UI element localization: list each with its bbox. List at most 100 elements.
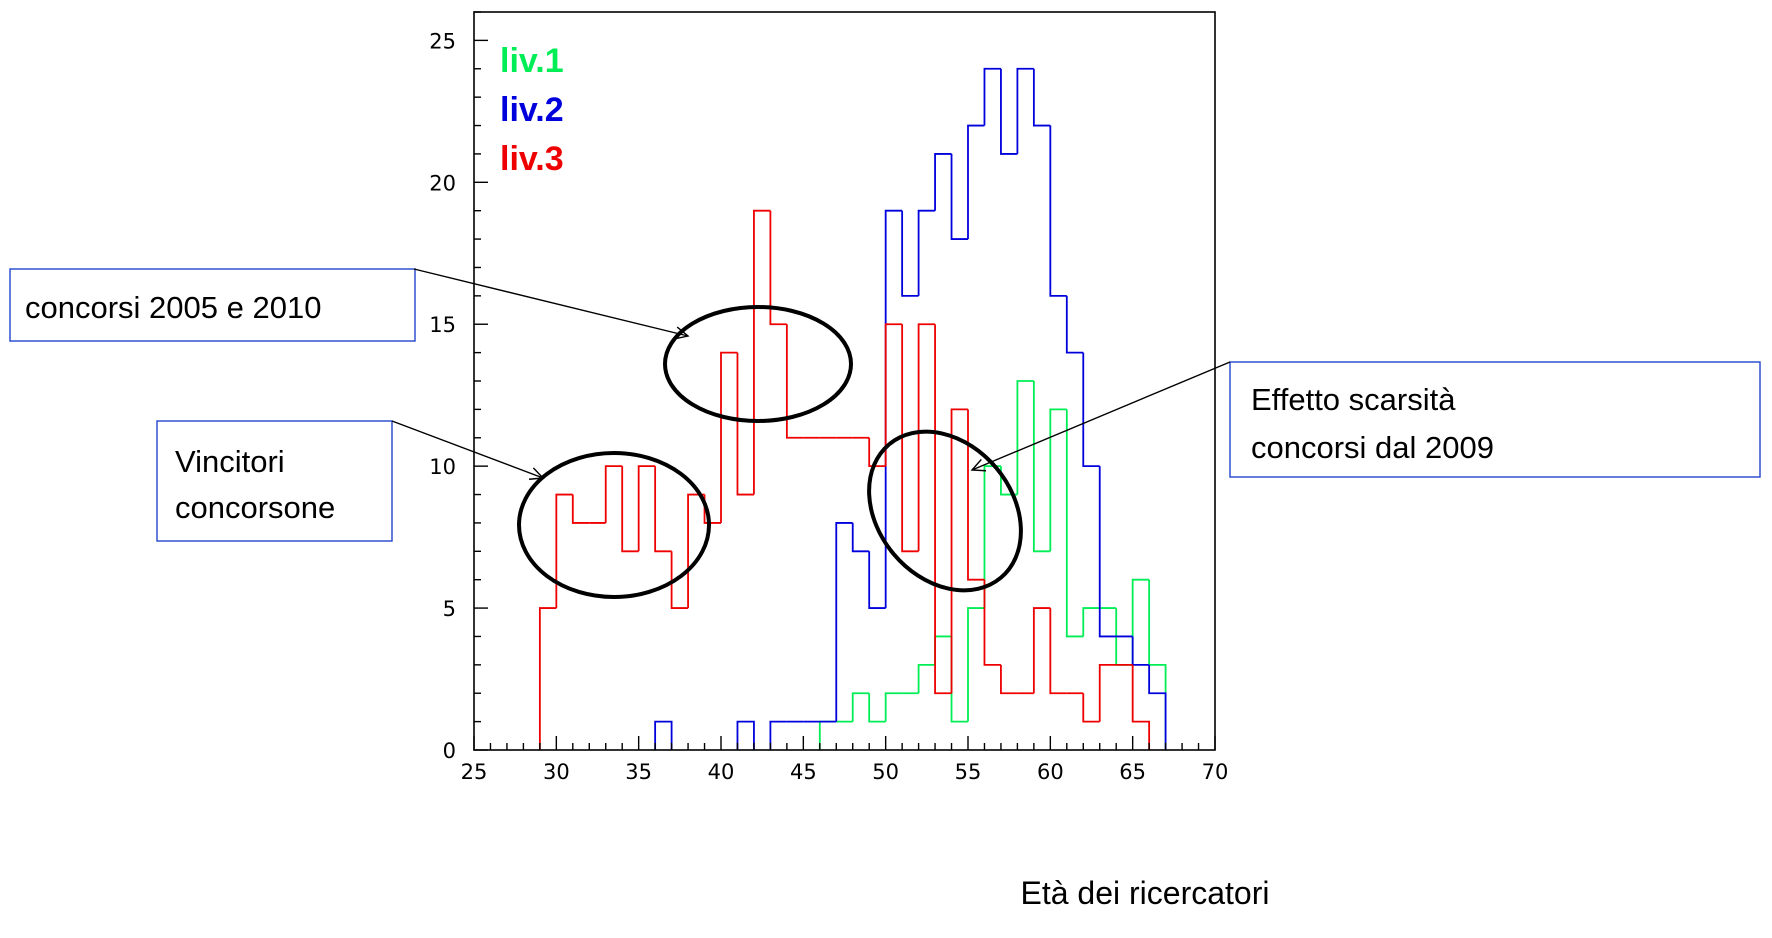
y-tick-label: 5: [443, 597, 456, 621]
bin-liv3-65: [1131, 664, 1151, 750]
bin-liv2-62: [1082, 352, 1100, 468]
bin-liv1-59: [1032, 381, 1051, 553]
bin-liv3-51: [901, 324, 919, 553]
bin-liv2-43: [769, 720, 787, 750]
bin-liv2-54: [950, 153, 968, 240]
bin-liv1-48: [851, 692, 870, 722]
callout-3: Effetto scarsità concorsi dal 2009: [867, 361, 1761, 593]
bin-liv2-51: [901, 210, 919, 297]
callout-text: Vincitori: [175, 444, 285, 479]
bin-liv3-49: [868, 437, 886, 468]
callout-arrow: [413, 268, 689, 337]
bin-liv3-57: [1000, 664, 1018, 695]
bin-liv1-61: [1065, 409, 1084, 638]
bin-liv1-55: [967, 607, 985, 722]
bin-liv3-36: [654, 466, 672, 553]
bin-liv3-43: [769, 210, 787, 326]
series-liv1: [818, 380, 1167, 750]
bin-liv2-53: [934, 153, 952, 211]
x-tick-label: 35: [625, 760, 652, 784]
callout-text: concorsi 2005 e 2010: [25, 290, 321, 325]
bin-liv2-48: [851, 522, 870, 553]
bin-liv2-36: [654, 720, 673, 750]
callout-text: concorsone: [175, 490, 335, 525]
bin-liv1-49: [868, 693, 886, 723]
bin-liv2-56: [983, 67, 1001, 126]
legend-entry-liv1: liv.1: [500, 42, 564, 80]
legend: liv.1 liv.2 liv.3: [500, 42, 564, 178]
bin-liv2-61: [1065, 295, 1084, 354]
x-tick-label: 45: [790, 760, 817, 784]
callout-box: [156, 420, 393, 542]
x-tick-label: 25: [461, 760, 488, 784]
y-tick-label: 0: [443, 739, 456, 763]
bin-liv2-52: [917, 209, 936, 296]
bin-liv1-52: [917, 663, 936, 694]
y-tick-label: 15: [429, 313, 456, 337]
callout-arrow: [391, 420, 544, 479]
bin-liv3-35: [637, 465, 656, 552]
highlight-ellipse: [867, 429, 1023, 593]
bin-liv3-41: [736, 352, 754, 496]
bin-liv2-57: [1000, 68, 1018, 155]
bin-liv1-53: [934, 635, 952, 665]
x-tick-label: 60: [1037, 760, 1064, 784]
legend-entry-liv3: liv.3: [500, 140, 564, 178]
bin-liv2-41: [736, 720, 755, 750]
bin-liv3-52: [917, 323, 936, 552]
bin-liv3-62: [1082, 693, 1100, 723]
bin-liv3-44: [785, 324, 804, 439]
bin-liv2-60: [1049, 125, 1067, 297]
callout-text: Effetto scarsità: [1251, 382, 1456, 417]
bin-liv3-31: [571, 494, 590, 524]
bin-liv1-66: [1148, 579, 1167, 750]
bin-liv1-62: [1082, 607, 1100, 637]
bin-liv3-60: [1049, 608, 1067, 695]
bin-liv3-33: [604, 465, 623, 523]
bin-liv3-34: [621, 466, 639, 553]
callout-arrow: [971, 361, 1231, 471]
bin-liv2-50: [884, 209, 903, 609]
callout-2: Vincitori concorsone: [156, 420, 711, 599]
bin-liv1-54: [950, 636, 968, 723]
bin-liv2-49: [868, 551, 886, 609]
bin-liv2-59: [1032, 68, 1051, 127]
bin-liv2-55: [967, 124, 985, 240]
bin-liv3-30: [555, 493, 573, 609]
bin-liv3-63: [1098, 663, 1117, 722]
y-tick-label: 25: [429, 29, 456, 53]
callout-text: concorsi dal 2009: [1251, 430, 1494, 465]
bin-liv3-37: [670, 551, 689, 609]
bin-liv3-53: [934, 324, 952, 695]
axis-ticks: 25 30 35 40 45 50 55 60 65 70 0 5 10 15 20 25: [429, 11, 1229, 784]
highlight-ellipse: [663, 305, 853, 423]
x-axis-title: Età dei ricercatori: [1021, 875, 1270, 911]
x-tick-label: 50: [872, 760, 899, 784]
bin-liv3-59: [1032, 607, 1051, 694]
bin-liv1-50: [884, 692, 903, 722]
bin-liv3-40: [720, 351, 738, 523]
y-tick-label: 10: [429, 455, 456, 479]
bin-liv3-55: [967, 409, 985, 581]
x-tick-label: 65: [1119, 760, 1146, 784]
bin-liv2-63: [1098, 466, 1117, 638]
x-tick-label: 30: [543, 760, 570, 784]
arrow-head: [970, 459, 987, 472]
legend-entry-liv2: liv.2: [500, 91, 564, 129]
bin-liv3-29: [538, 607, 557, 750]
histogram-series: [538, 67, 1167, 750]
bin-liv2-47: [835, 522, 853, 722]
x-tick-label: 55: [955, 760, 982, 784]
bin-liv1-65: [1131, 578, 1150, 665]
x-tick-label: 40: [708, 760, 735, 784]
callout-1: concorsi 2005 e 2010: [9, 268, 853, 423]
y-tick-label: 20: [429, 171, 456, 195]
x-tick-label: 70: [1202, 760, 1229, 784]
bin-liv1-46: [818, 720, 837, 750]
bin-liv3-56: [983, 579, 1001, 666]
bin-liv3-50: [884, 323, 903, 467]
series-liv2: [654, 67, 1167, 750]
bin-liv3-42: [753, 209, 771, 495]
callout-box: [1229, 361, 1761, 478]
